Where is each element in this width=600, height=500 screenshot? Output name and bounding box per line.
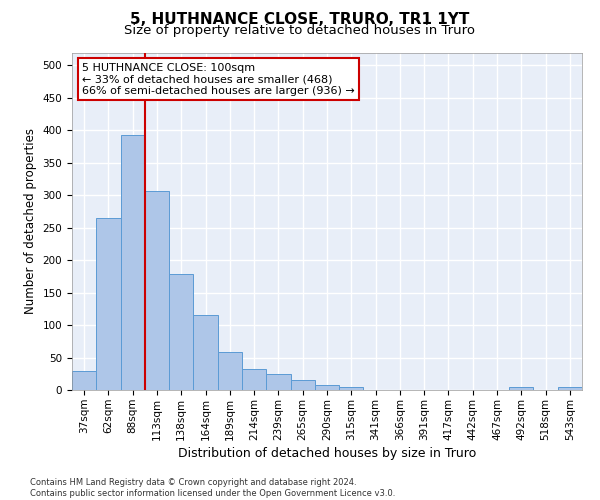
- Bar: [169, 274, 193, 390]
- Text: Contains HM Land Registry data © Crown copyright and database right 2024.
Contai: Contains HM Land Registry data © Crown c…: [30, 478, 395, 498]
- Bar: [96, 218, 121, 390]
- Text: 5 HUTHNANCE CLOSE: 100sqm
← 33% of detached houses are smaller (468)
66% of semi: 5 HUTHNANCE CLOSE: 100sqm ← 33% of detac…: [82, 62, 355, 96]
- X-axis label: Distribution of detached houses by size in Truro: Distribution of detached houses by size …: [178, 446, 476, 460]
- Bar: [193, 316, 218, 390]
- Bar: [290, 380, 315, 390]
- Bar: [145, 190, 169, 390]
- Bar: [509, 387, 533, 390]
- Bar: [218, 352, 242, 390]
- Bar: [339, 387, 364, 390]
- Bar: [315, 386, 339, 390]
- Bar: [266, 374, 290, 390]
- Bar: [242, 368, 266, 390]
- Text: 5, HUTHNANCE CLOSE, TRURO, TR1 1YT: 5, HUTHNANCE CLOSE, TRURO, TR1 1YT: [130, 12, 470, 28]
- Bar: [72, 370, 96, 390]
- Bar: [558, 387, 582, 390]
- Text: Size of property relative to detached houses in Truro: Size of property relative to detached ho…: [125, 24, 476, 37]
- Bar: [121, 135, 145, 390]
- Y-axis label: Number of detached properties: Number of detached properties: [24, 128, 37, 314]
